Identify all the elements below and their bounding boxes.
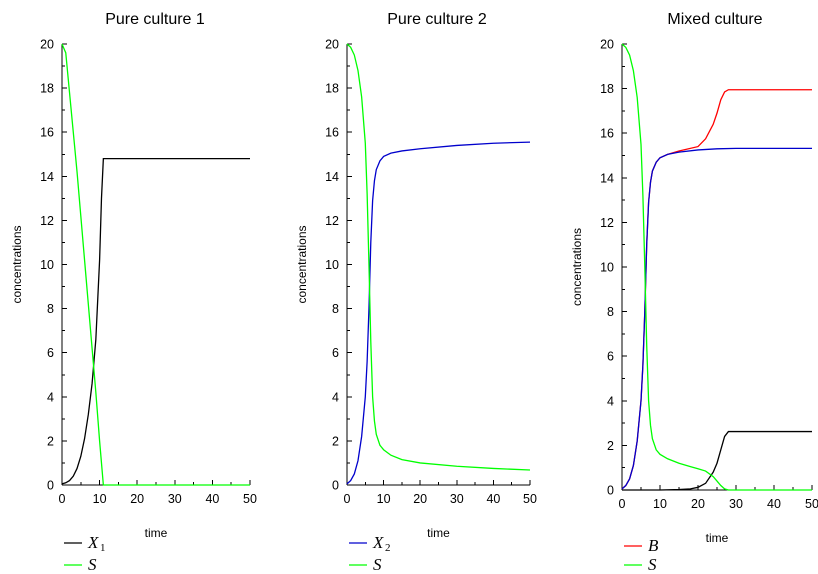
y-tick-label: 0 — [607, 484, 614, 498]
x-tick-label: 20 — [130, 492, 144, 506]
x-tick-label: 50 — [805, 497, 818, 511]
y-tick-label: 4 — [47, 390, 54, 404]
y-tick-label: 16 — [600, 127, 614, 141]
x-tick-label: 10 — [93, 492, 107, 506]
x-tick-label: 20 — [691, 497, 705, 511]
y-tick-label: 18 — [325, 82, 339, 96]
y-tick-label: 10 — [40, 258, 54, 272]
x-tick-label: 50 — [523, 492, 537, 506]
y-tick-label: 20 — [40, 38, 54, 52]
y-tick-label: 8 — [607, 305, 614, 319]
y-tick-label: 0 — [47, 479, 54, 493]
y-tick-label: 14 — [40, 170, 54, 184]
x-axis-label: time — [145, 526, 168, 540]
legend-label-subscript: 1 — [100, 542, 106, 554]
y-tick-label: 6 — [332, 346, 339, 360]
y-tick-label: 12 — [40, 214, 54, 228]
x-tick-label: 10 — [377, 492, 391, 506]
x-tick-label: 0 — [344, 492, 351, 506]
y-tick-label: 8 — [47, 302, 54, 316]
series-line-s — [346, 43, 531, 471]
legend-label-subscript: 2 — [385, 542, 391, 554]
y-tick-label: 8 — [332, 302, 339, 316]
legend-label: S — [648, 555, 657, 574]
y-tick-label: 16 — [40, 126, 54, 140]
x-tick-label: 40 — [205, 492, 219, 506]
y-tick-label: 18 — [600, 82, 614, 96]
series-line-unnamed-2 — [622, 430, 812, 491]
x-tick-label: 40 — [486, 492, 500, 506]
x-tick-label: 40 — [767, 497, 781, 511]
y-tick-label: 2 — [607, 439, 614, 453]
y-tick-label: 6 — [47, 346, 54, 360]
y-tick-label: 6 — [607, 350, 614, 364]
y-tick-label: 20 — [325, 38, 339, 52]
series-line-x2 — [346, 141, 531, 485]
y-tick-label: 14 — [325, 170, 339, 184]
y-tick-label: 12 — [600, 216, 614, 230]
y-tick-label: 14 — [600, 171, 614, 185]
x-axis-label: time — [427, 526, 450, 540]
y-axis-label: concentrations — [570, 228, 584, 306]
y-tick-label: 12 — [325, 214, 339, 228]
series-line-x1 — [61, 158, 250, 485]
x-tick-label: 20 — [413, 492, 427, 506]
y-tick-label: 0 — [332, 479, 339, 493]
y-axis-label: concentrations — [10, 225, 24, 303]
chart-title: Pure culture 2 — [387, 11, 487, 28]
chart-panel-2: Pure culture 2 0 2 4 6 8 10 12 14 16 18 20 0 10 20 30 40… — [295, 11, 537, 574]
x-tick-label: 30 — [168, 492, 182, 506]
legend-label: S — [88, 555, 97, 574]
y-tick-label: 16 — [325, 126, 339, 140]
chart-panel-1: Pure culture 1 0 2 4 6 8 10 12 14 16 18 20 0 10 20 30 40… — [10, 11, 257, 574]
y-tick-label: 18 — [40, 82, 54, 96]
x-axis-label: time — [706, 531, 729, 545]
series-line-unnamed-1 — [621, 147, 812, 490]
legend-label: S — [373, 555, 382, 574]
chart-title: Pure culture 1 — [105, 11, 205, 28]
legend-label: X — [372, 533, 384, 552]
y-tick-label: 2 — [332, 434, 339, 448]
chart-title: Mixed culture — [667, 11, 762, 28]
x-tick-label: 0 — [619, 497, 626, 511]
y-tick-label: 2 — [47, 434, 54, 448]
y-tick-label: 4 — [607, 394, 614, 408]
x-tick-label: 0 — [59, 492, 66, 506]
y-tick-label: 20 — [600, 38, 614, 52]
legend-label: X — [87, 533, 99, 552]
x-tick-label: 10 — [653, 497, 667, 511]
chart-panel-3: Mixed culture 0 2 4 6 8 10 12 14 16 18 20 0 10 20 30 40 5… — [570, 11, 818, 574]
x-tick-label: 50 — [243, 492, 257, 506]
y-tick-label: 10 — [600, 261, 614, 275]
legend-label: B — [648, 536, 659, 555]
series-line-s — [621, 43, 812, 491]
y-tick-label: 10 — [325, 258, 339, 272]
x-tick-label: 30 — [729, 497, 743, 511]
series-line-s — [61, 43, 250, 486]
y-axis-label: concentrations — [295, 225, 309, 303]
y-tick-label: 4 — [332, 390, 339, 404]
x-tick-label: 30 — [450, 492, 464, 506]
